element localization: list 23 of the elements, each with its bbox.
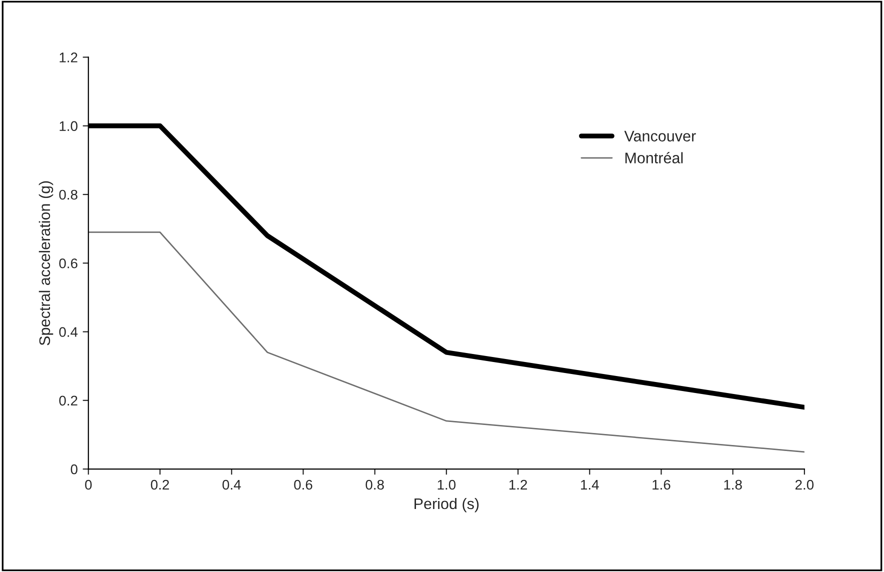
x-tick-label: 1.8 xyxy=(724,480,742,490)
y-tick-label: 1.0 xyxy=(60,121,78,132)
x-tick-label: 1.0 xyxy=(438,480,456,490)
x-tick-label: 0.4 xyxy=(222,480,241,490)
x-tick-label: 0.8 xyxy=(366,480,384,490)
x-tick-label: 0.6 xyxy=(294,480,312,490)
x-tick-label: 0 xyxy=(85,480,92,490)
x-tick-label: 1.4 xyxy=(581,480,599,490)
y-tick-label: 1.2 xyxy=(60,52,78,62)
y-tick-label: 0.8 xyxy=(59,190,78,200)
y-tick-label: 0.2 xyxy=(59,396,78,406)
y-tick-label: 0.4 xyxy=(59,327,78,337)
x-tick-label: 1.6 xyxy=(652,480,670,490)
y-tick-label: 0.6 xyxy=(59,258,78,268)
y-tick-label: 0 xyxy=(70,464,78,474)
line-series xyxy=(88,232,804,453)
x-tick-label: 0.2 xyxy=(150,480,169,490)
x-axis-title: Period (s) xyxy=(414,498,479,512)
x-tick-label: 2.0 xyxy=(795,480,814,490)
x-tick-label: 1.2 xyxy=(509,480,527,490)
legend-label: Montréal xyxy=(625,152,683,164)
y-axis-title: Spectral acceleration (g) xyxy=(38,181,54,346)
legend-label: Vancouver xyxy=(624,130,696,142)
